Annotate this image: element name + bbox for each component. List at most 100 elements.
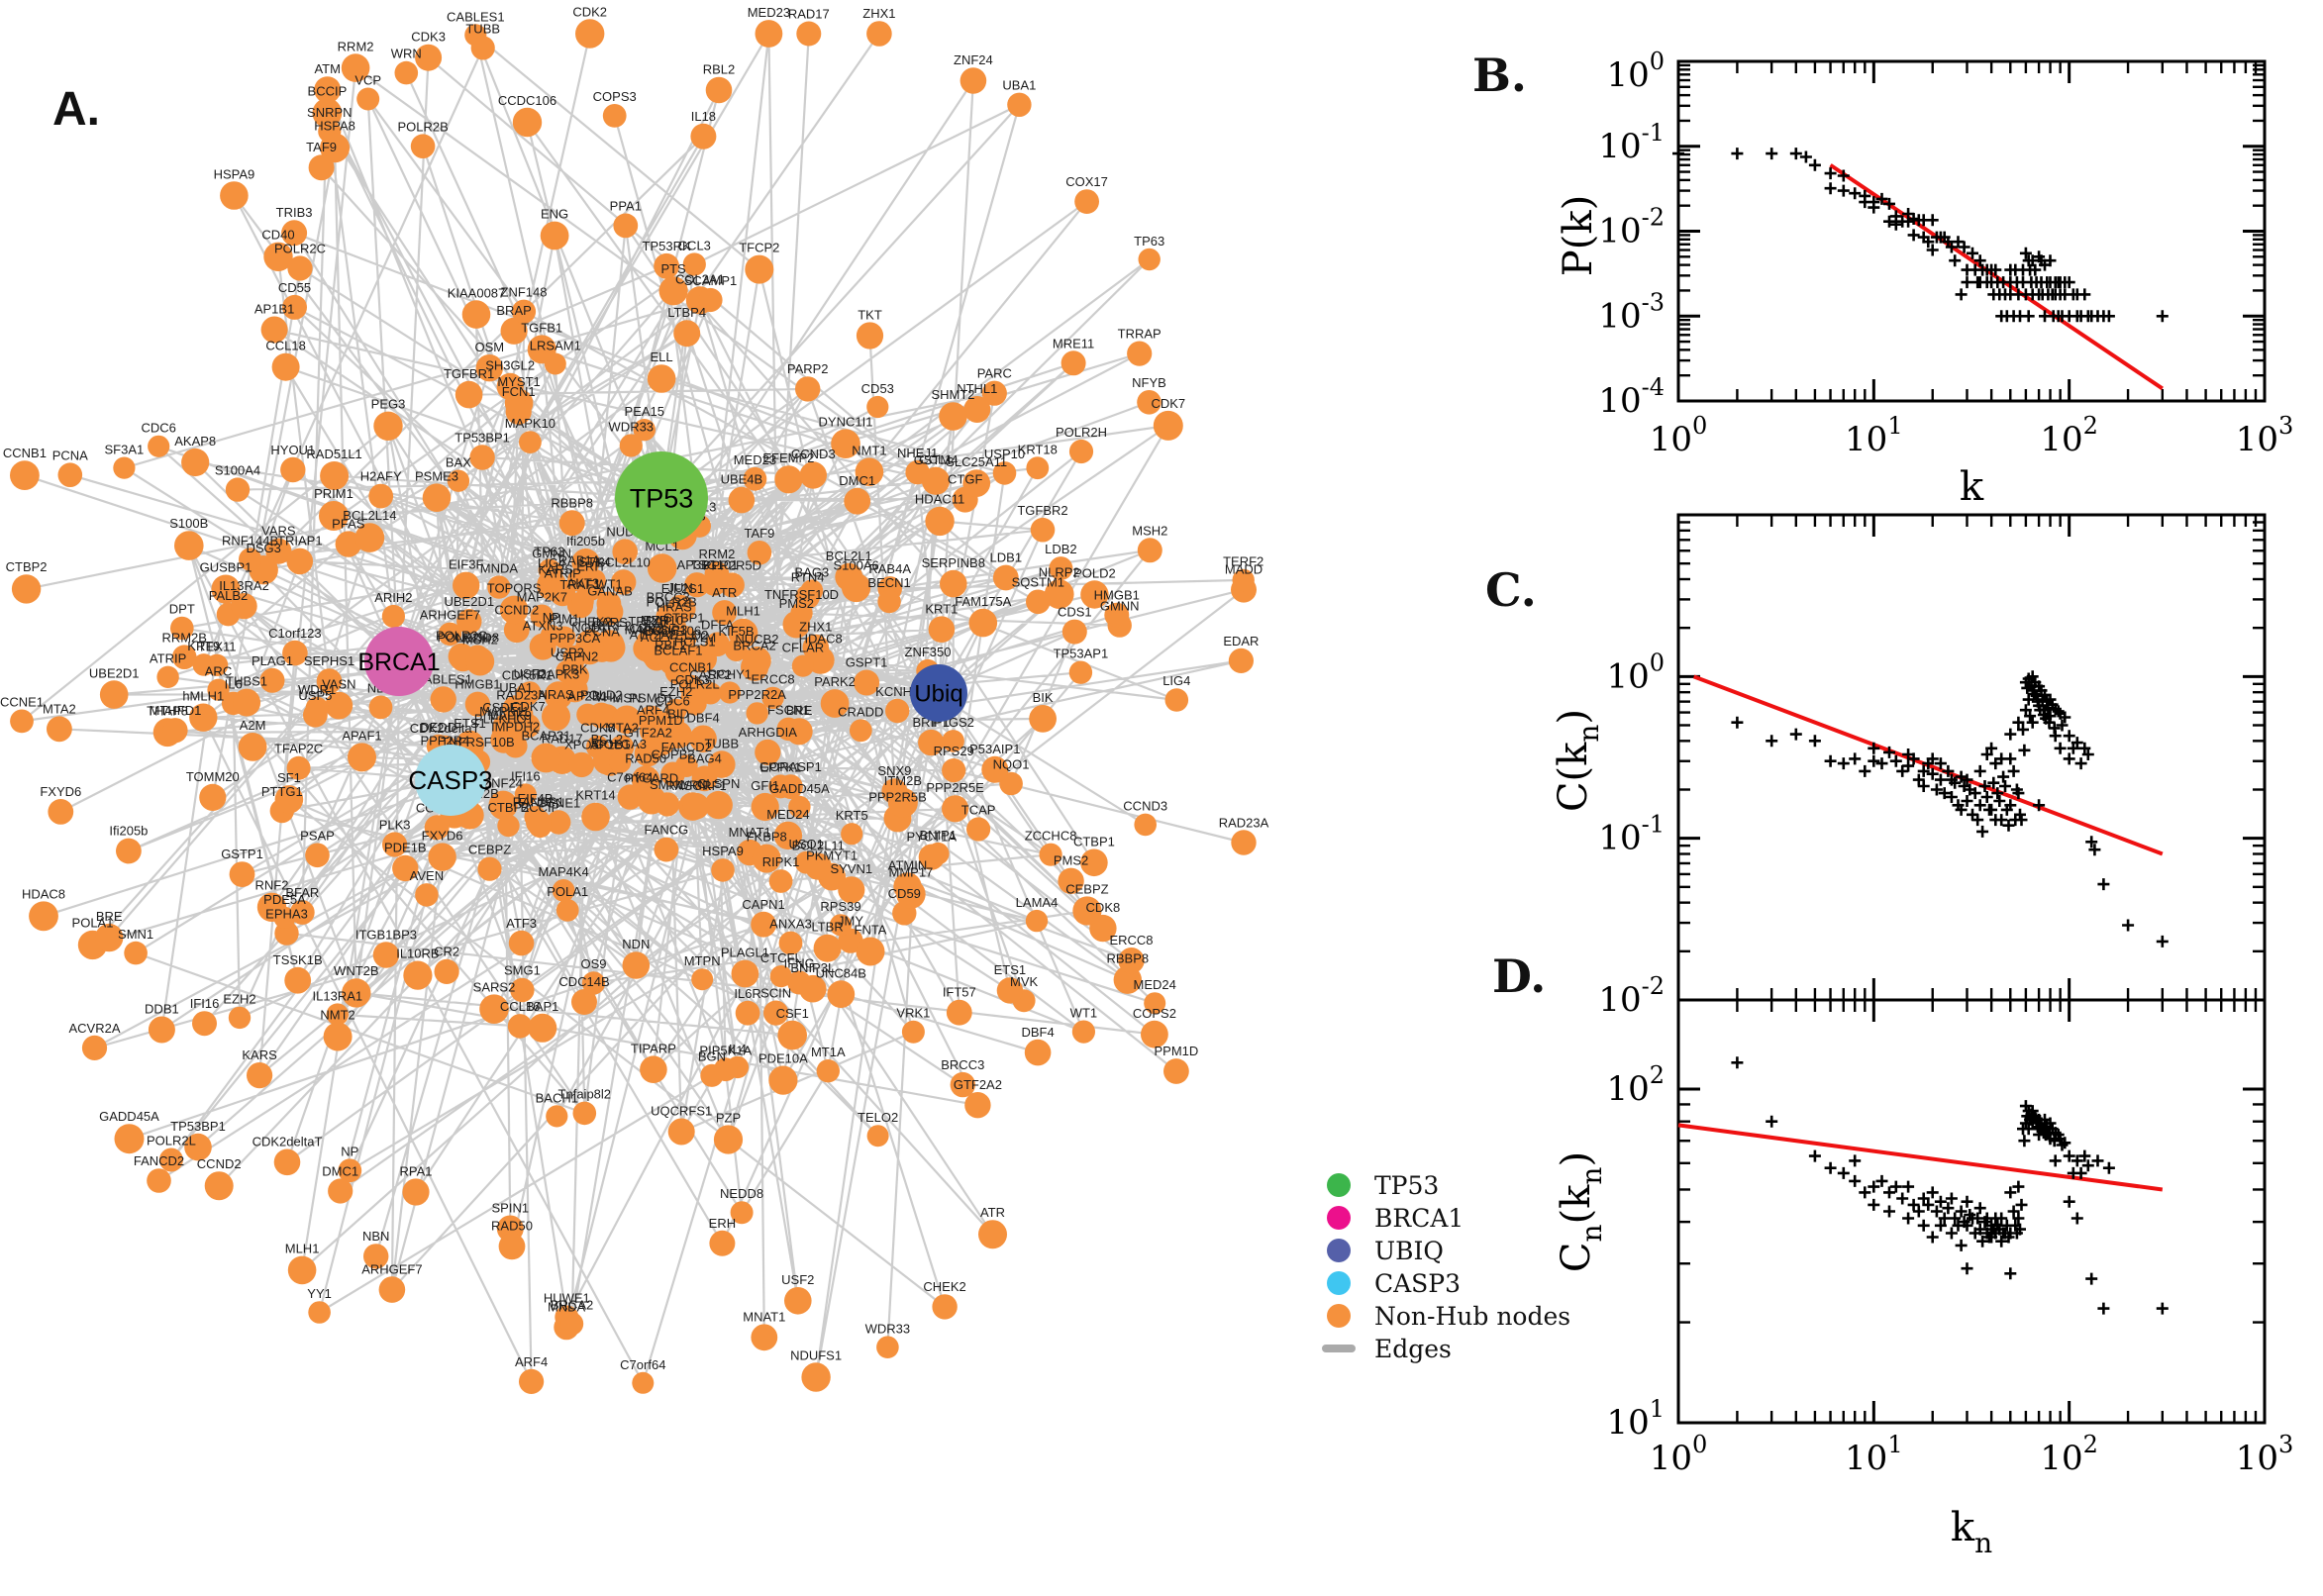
tick-label: 10-2 [1598,972,1665,1020]
network-node-label: ZHX1 [799,620,832,635]
network-node-label: POLR2L [670,676,720,691]
network-node-label: AP1B1 [254,301,294,316]
network-node [461,300,491,329]
network-node-label: PYCT1A [907,829,958,844]
network-node-label: RBL2 [703,62,736,77]
legend-item-tp53: TP53 [1327,1171,1439,1200]
network-node-label: BID [667,706,689,721]
network-node-label: UNC84B [816,965,866,980]
network-node-label: POLD2 [580,688,623,703]
network-node-label: HMGB1 [454,677,500,692]
network-node-label: PZP [716,1110,741,1125]
hub-node-casp3: CASP3 [408,745,493,816]
network-node [95,923,124,952]
network-node [430,686,456,713]
network-node-label: SNX9 [877,763,911,778]
network-node [373,411,403,441]
network-node [410,134,436,158]
network-node-label: EPPK1 [759,759,801,774]
network-node-label: PCNA [52,448,88,462]
network-node-label: ERCC8 [1109,933,1153,948]
network-node [968,608,998,638]
network-node-label: PLK3 [379,817,411,832]
network-node-label: BGN [698,1049,726,1064]
scatter-points [1731,1056,2169,1315]
network-node-label: BCL2L1 [826,549,872,563]
network-node-label: HCLS1 [674,635,716,649]
network-node-label: KRT1 [925,601,958,616]
network-node-label: GSTM4 [914,452,959,467]
tick-label: 10-2 [1598,204,1665,251]
network-node [498,1233,526,1260]
network-node [752,844,781,873]
network-node-label: TP53BP1 [454,430,510,445]
network-node-label: HDAC8 [799,632,843,647]
network-node [341,53,370,82]
network-node-label: WT1 [595,577,622,592]
network-node-label: SERPINB8 [922,555,985,570]
tick-label: 103 [2236,1431,2294,1478]
network-node [1138,248,1161,271]
network-node-label: CRADD [838,704,883,719]
network-node-label: ERH [576,558,603,573]
network-node [918,729,945,756]
network-node-label: HSPA9 [702,844,744,858]
network-node [320,133,351,163]
network-node [755,20,783,48]
network-node [612,539,638,564]
network-node-label: PPA1 [610,199,642,214]
network-node [942,795,969,823]
network-node [233,688,261,717]
network-node [286,548,314,575]
network-node [596,598,624,626]
network-node [844,487,871,515]
network-node [939,402,967,431]
network-node-label: AVEN [410,868,444,883]
network-node-label: PPM1D [1155,1044,1199,1058]
network-node [211,574,241,604]
network-node [647,364,676,393]
network-node-label: CTBP1 [1073,835,1115,849]
network-node-label: KARS [538,561,573,576]
network-node-label: EDAR [1223,634,1259,648]
network-node [800,579,824,602]
network-node-label: GTF2A2 [624,725,672,740]
network-node-label: CCDC106 [498,93,556,108]
network-node [940,569,967,598]
network-node-label: FANCD2 [661,740,712,754]
network-node [192,1011,217,1037]
legend-item-casp3: CASP3 [1327,1269,1461,1298]
network-node-label: CD59 [888,886,921,901]
network-node-label: BAG3 [795,564,830,579]
network-node-label: MMP17 [889,864,934,879]
network-node-label: hMLH1 [182,689,224,704]
network-node-label: PFAS [332,516,365,531]
network-node [519,1368,545,1394]
network-node-label: TERF2 [590,619,631,634]
network-node [791,654,815,677]
network-node-label: PARP2 [787,361,829,376]
network-node [925,506,955,537]
network-node-label: HSPA8 [314,118,355,133]
network-node [1080,580,1109,609]
network-node [527,335,556,364]
network-node-label: NMT1 [852,444,886,458]
network-node-label: COL2A1 [675,271,725,286]
network-node [479,994,509,1024]
network-node-label: ARC [205,664,232,679]
network-node-label: BRE [96,909,123,924]
network-node-label: ZNF350 [905,645,952,659]
network-node [1029,705,1057,733]
network-node [728,486,756,514]
network-node [602,104,627,128]
network-nodes [10,19,1257,1394]
network-node-label: ARF4 [637,702,669,717]
network-node-label: BRCA2 [733,639,775,653]
network-node-label: CEBPZ [468,843,511,857]
network-node-label: CDC14B [558,974,609,989]
network-node [415,44,443,71]
network-node [171,645,197,669]
network-node-label: LIG4 [1162,673,1190,688]
network-node-label: CSF1 [776,1006,809,1021]
network-node [320,461,350,490]
